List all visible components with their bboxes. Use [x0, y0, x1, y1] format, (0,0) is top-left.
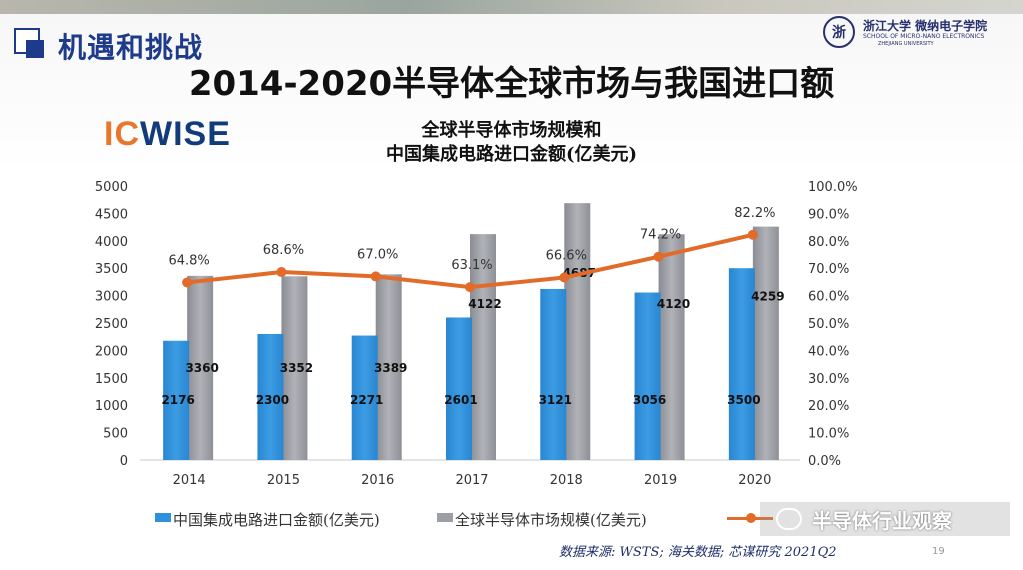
legend-label-china: 中国集成电路进口金额(亿美元): [173, 511, 380, 529]
bar-global: [281, 276, 308, 460]
global-value-label: 4122: [468, 297, 501, 311]
ratio-value-label: 67.0%: [357, 247, 398, 262]
bar-china: [540, 288, 567, 460]
combo-chart: 0 500 1000 1500 2000 2500 3000 3500 4000 4500 5000…: [95, 180, 858, 488]
data-source: 数据来源: WSTS; 海关数据; 芯谋研究 2021Q2: [559, 545, 837, 560]
ratio-value-label: 64.8%: [168, 253, 209, 268]
right-axis-tick-label: 40.0%: [808, 344, 849, 359]
china-value-label: 3121: [539, 393, 572, 407]
ratio-value-label: 68.6%: [263, 243, 304, 258]
bar-global: [658, 234, 685, 460]
x-axis-tick-label: 2020: [738, 473, 771, 488]
university-english-name: ZHEJIANG UNIVERSITY: [878, 41, 934, 47]
main-title: 2014-2020半导体全球市场与我国进口额: [188, 64, 835, 104]
left-axis-tick-label: 4000: [95, 235, 128, 250]
ratio-value-label: 74.2%: [640, 228, 681, 243]
legend-marker-ratio: [746, 513, 756, 523]
right-axis-tick-label: 30.0%: [808, 372, 849, 387]
bar-china: [257, 333, 284, 460]
left-axis-tick-label: 2500: [95, 317, 128, 332]
university-name: 浙江大学 微纳电子学院: [863, 19, 988, 33]
x-axis-tick-label: 2015: [267, 473, 300, 488]
x-axis-tick-label: 2017: [455, 473, 488, 488]
watermark-name: 半导体行业观察: [812, 509, 952, 533]
global-value-label: 4259: [751, 290, 784, 304]
right-axis-tick-label: 10.0%: [808, 427, 849, 442]
logo-wise: WISE: [140, 115, 231, 153]
wechat-icon: [776, 508, 802, 530]
ratio-point: [182, 277, 193, 288]
bar-global: [564, 203, 591, 460]
global-value-label: 3389: [374, 361, 407, 375]
chart-title-line-1: 全球半导体市场规模和: [421, 120, 602, 141]
right-axis-tick-label: 0.0%: [808, 454, 841, 469]
icwise-logo: ICWISE: [104, 115, 231, 154]
x-axis-tick-label: 2016: [361, 473, 394, 488]
section-title: 机遇和挑战: [58, 31, 204, 64]
global-value-label: 3352: [280, 361, 313, 375]
left-axis-tick-label: 0: [120, 454, 128, 469]
legend-label-global: 全球半导体市场规模(亿美元): [455, 511, 647, 529]
ratio-value-label: 63.1%: [451, 258, 492, 273]
global-value-label: 4120: [657, 297, 690, 311]
ratio-point: [276, 267, 287, 278]
ratio-value-label: 66.6%: [546, 249, 587, 264]
china-value-label: 3056: [633, 393, 666, 407]
bar-global: [470, 234, 496, 460]
bar-china: [446, 317, 472, 460]
bar-global: [375, 274, 402, 460]
right-axis-tick-label: 60.0%: [808, 290, 849, 305]
china-value-label: 2300: [256, 393, 289, 407]
right-axis-tick-label: 50.0%: [808, 317, 849, 332]
bar-china: [634, 292, 661, 460]
bar-china: [163, 340, 190, 460]
left-axis-tick-label: 3500: [95, 262, 128, 277]
university-logo: 浙 浙江大学 微纳电子学院 SCHOOL OF MICRO-NANO ELECT…: [823, 16, 1013, 50]
x-axis-tick-label: 2014: [173, 473, 206, 488]
left-axis-tick-label: 1000: [95, 399, 128, 414]
logo-ic: IC: [104, 115, 140, 153]
ratio-value-label: 82.2%: [734, 206, 775, 221]
ratio-point: [370, 271, 381, 282]
left-axis-tick-label: 2000: [95, 344, 128, 359]
legend-swatch-global: [437, 513, 453, 522]
right-axis-tick-label: 80.0%: [808, 235, 849, 250]
ratio-point: [747, 229, 758, 240]
university-emblem-icon: 浙: [823, 16, 855, 48]
bar-global: [187, 275, 214, 460]
left-axis-tick-label: 1500: [95, 372, 128, 387]
left-axis-tick-label: 500: [103, 427, 128, 442]
global-value-label: 3360: [185, 361, 218, 375]
x-axis-tick-label: 2019: [644, 473, 677, 488]
china-value-label: 2176: [161, 393, 194, 407]
china-value-label: 2271: [350, 393, 383, 407]
x-axis-tick-label: 2018: [550, 473, 583, 488]
legend-swatch-china: [155, 513, 171, 522]
china-value-label: 2601: [444, 393, 477, 407]
section-marker-fill: [26, 40, 44, 58]
left-axis-tick-label: 3000: [95, 290, 128, 305]
chart-title-line-2: 中国集成电路进口金额(亿美元): [385, 144, 638, 165]
right-axis-tick-label: 70.0%: [808, 262, 849, 277]
page-number: 19: [932, 546, 945, 557]
ratio-point: [465, 282, 475, 293]
bar-global: [752, 226, 779, 460]
right-axis-tick-label: 20.0%: [808, 399, 849, 414]
top-decoration-band: [0, 0, 1023, 14]
left-axis-tick-label: 5000: [95, 180, 128, 195]
ratio-point: [559, 272, 570, 283]
right-axis-tick-label: 100.0%: [808, 180, 858, 195]
china-value-label: 3500: [727, 393, 760, 407]
bar-china: [351, 335, 378, 460]
right-axis-tick-label: 90.0%: [808, 207, 849, 222]
bar-china: [728, 268, 755, 460]
left-axis-tick-label: 4500: [95, 207, 128, 222]
university-english-school: SCHOOL OF MICRO-NANO ELECTRONICS: [863, 33, 985, 40]
ratio-point: [653, 251, 664, 262]
